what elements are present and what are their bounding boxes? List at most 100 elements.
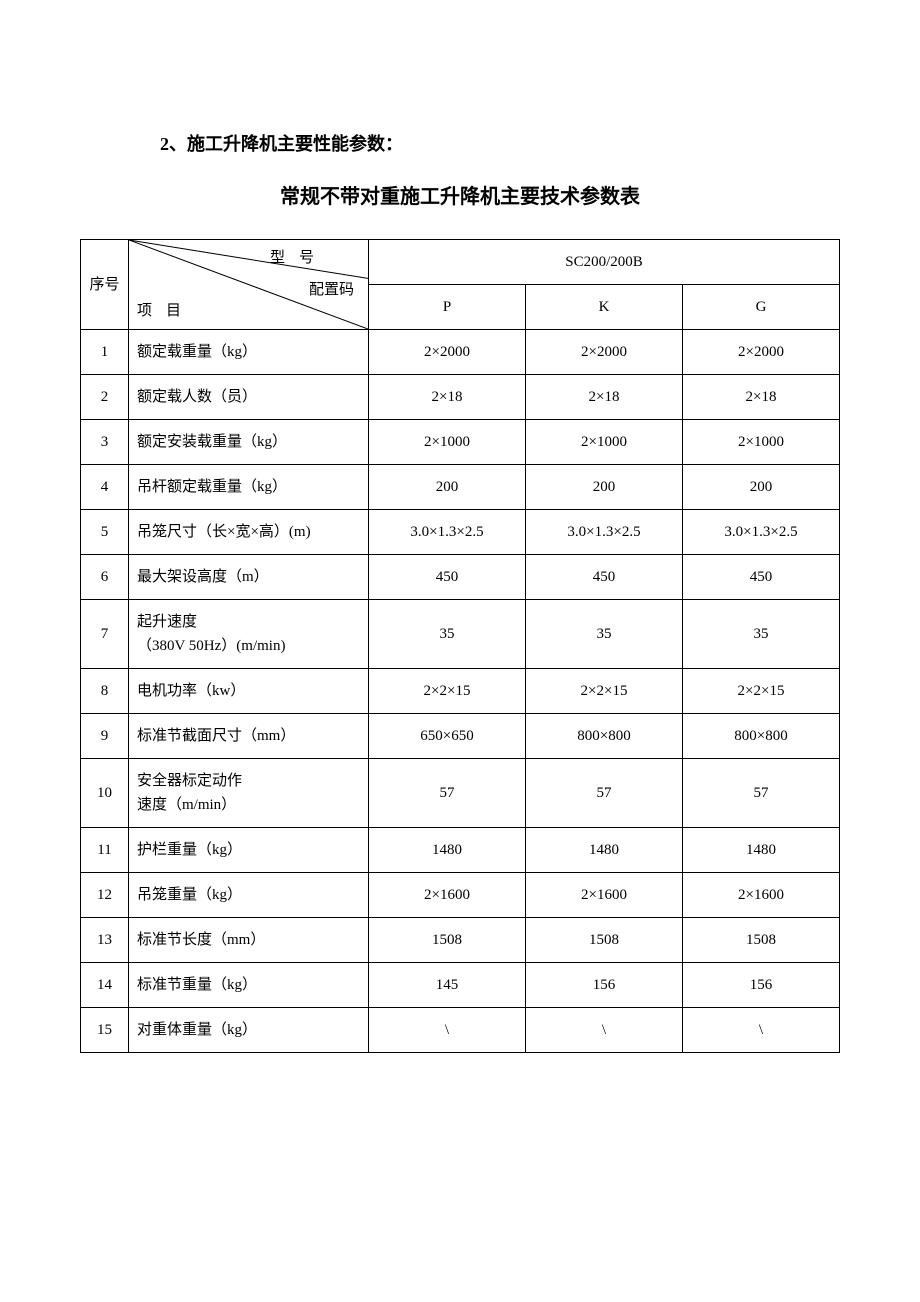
row-index: 6 <box>81 555 129 600</box>
header-index: 序号 <box>81 240 129 330</box>
row-val-p: 2×2000 <box>369 330 526 375</box>
table-row: 3额定安装载重量（kg）2×10002×10002×1000 <box>81 420 840 465</box>
table-row: 5吊笼尺寸（长×宽×高）(m)3.0×1.3×2.53.0×1.3×2.53.0… <box>81 510 840 555</box>
row-val-g: 57 <box>683 759 840 828</box>
row-val-g: 2×1000 <box>683 420 840 465</box>
row-item: 标准节截面尺寸（mm） <box>129 714 369 759</box>
row-item: 电机功率（kw） <box>129 669 369 714</box>
row-item: 吊笼重量（kg） <box>129 873 369 918</box>
header-col-g: G <box>683 285 840 330</box>
header-col-p: P <box>369 285 526 330</box>
row-index: 15 <box>81 1008 129 1053</box>
table-row: 10安全器标定动作 速度（m/min）575757 <box>81 759 840 828</box>
row-val-k: 2×2000 <box>526 330 683 375</box>
table-row: 9标准节截面尺寸（mm）650×650800×800800×800 <box>81 714 840 759</box>
table-row: 15对重体重量（kg）\\\ <box>81 1008 840 1053</box>
row-index: 1 <box>81 330 129 375</box>
table-row: 2额定载人数（员）2×182×182×18 <box>81 375 840 420</box>
row-val-p: 2×2×15 <box>369 669 526 714</box>
row-val-g: 2×2000 <box>683 330 840 375</box>
row-val-k: 450 <box>526 555 683 600</box>
row-val-g: 156 <box>683 963 840 1008</box>
row-val-k: 156 <box>526 963 683 1008</box>
row-val-p: 35 <box>369 600 526 669</box>
header-col-k: K <box>526 285 683 330</box>
row-val-k: 1508 <box>526 918 683 963</box>
row-val-p: 2×1600 <box>369 873 526 918</box>
row-val-p: 57 <box>369 759 526 828</box>
row-val-p: 2×18 <box>369 375 526 420</box>
row-val-p: 200 <box>369 465 526 510</box>
table-row: 8电机功率（kw）2×2×152×2×152×2×15 <box>81 669 840 714</box>
spec-table: 序号 型号 配置码 项目 SC200/200B P K G 1额定载重量（kg）… <box>80 239 840 1053</box>
row-index: 7 <box>81 600 129 669</box>
row-val-g: 1480 <box>683 828 840 873</box>
table-row: 1额定载重量（kg）2×20002×20002×2000 <box>81 330 840 375</box>
row-val-g: 200 <box>683 465 840 510</box>
header-diagonal-cell: 型号 配置码 项目 <box>129 240 369 330</box>
row-item: 起升速度 （380V 50Hz）(m/min) <box>129 600 369 669</box>
row-val-k: 200 <box>526 465 683 510</box>
row-val-g: \ <box>683 1008 840 1053</box>
row-val-k: 3.0×1.3×2.5 <box>526 510 683 555</box>
row-val-k: 2×1000 <box>526 420 683 465</box>
row-val-g: 800×800 <box>683 714 840 759</box>
row-item: 安全器标定动作 速度（m/min） <box>129 759 369 828</box>
row-item: 额定安装载重量（kg） <box>129 420 369 465</box>
row-index: 8 <box>81 669 129 714</box>
row-item: 吊笼尺寸（长×宽×高）(m) <box>129 510 369 555</box>
row-item: 标准节长度（mm） <box>129 918 369 963</box>
row-val-k: 2×1600 <box>526 873 683 918</box>
row-val-k: \ <box>526 1008 683 1053</box>
row-index: 10 <box>81 759 129 828</box>
row-item: 吊杆额定载重量（kg） <box>129 465 369 510</box>
row-val-k: 2×2×15 <box>526 669 683 714</box>
table-row: 13标准节长度（mm）150815081508 <box>81 918 840 963</box>
row-val-p: 450 <box>369 555 526 600</box>
row-val-p: 1480 <box>369 828 526 873</box>
row-index: 11 <box>81 828 129 873</box>
table-row: 12吊笼重量（kg）2×16002×16002×1600 <box>81 873 840 918</box>
table-row: 4吊杆额定载重量（kg）200200200 <box>81 465 840 510</box>
row-item: 护栏重量（kg） <box>129 828 369 873</box>
row-item: 额定载人数（员） <box>129 375 369 420</box>
row-val-k: 57 <box>526 759 683 828</box>
row-item: 标准节重量（kg） <box>129 963 369 1008</box>
row-item: 额定载重量（kg） <box>129 330 369 375</box>
row-val-k: 1480 <box>526 828 683 873</box>
row-val-k: 35 <box>526 600 683 669</box>
row-index: 13 <box>81 918 129 963</box>
header-item-label: 项目 <box>137 299 195 323</box>
table-title: 常规不带对重施工升降机主要技术参数表 <box>80 180 840 209</box>
row-index: 5 <box>81 510 129 555</box>
row-val-p: 3.0×1.3×2.5 <box>369 510 526 555</box>
row-index: 2 <box>81 375 129 420</box>
row-val-p: 650×650 <box>369 714 526 759</box>
row-val-g: 450 <box>683 555 840 600</box>
header-model-label: 型号 <box>270 246 328 270</box>
table-row: 11护栏重量（kg）148014801480 <box>81 828 840 873</box>
row-val-g: 2×1600 <box>683 873 840 918</box>
row-val-p: 1508 <box>369 918 526 963</box>
section-heading: 2、施工升降机主要性能参数： <box>160 130 840 156</box>
row-val-g: 2×18 <box>683 375 840 420</box>
table-row: 14标准节重量（kg）145156156 <box>81 963 840 1008</box>
header-model: SC200/200B <box>369 240 840 285</box>
row-index: 9 <box>81 714 129 759</box>
row-item: 对重体重量（kg） <box>129 1008 369 1053</box>
row-val-k: 800×800 <box>526 714 683 759</box>
row-index: 14 <box>81 963 129 1008</box>
row-val-g: 35 <box>683 600 840 669</box>
row-index: 12 <box>81 873 129 918</box>
row-item: 最大架设高度（m） <box>129 555 369 600</box>
row-val-p: \ <box>369 1008 526 1053</box>
row-val-g: 1508 <box>683 918 840 963</box>
row-val-g: 2×2×15 <box>683 669 840 714</box>
row-val-p: 145 <box>369 963 526 1008</box>
table-row: 7起升速度 （380V 50Hz）(m/min)353535 <box>81 600 840 669</box>
row-val-k: 2×18 <box>526 375 683 420</box>
row-val-p: 2×1000 <box>369 420 526 465</box>
row-index: 4 <box>81 465 129 510</box>
header-config-label: 配置码 <box>309 278 354 302</box>
row-index: 3 <box>81 420 129 465</box>
